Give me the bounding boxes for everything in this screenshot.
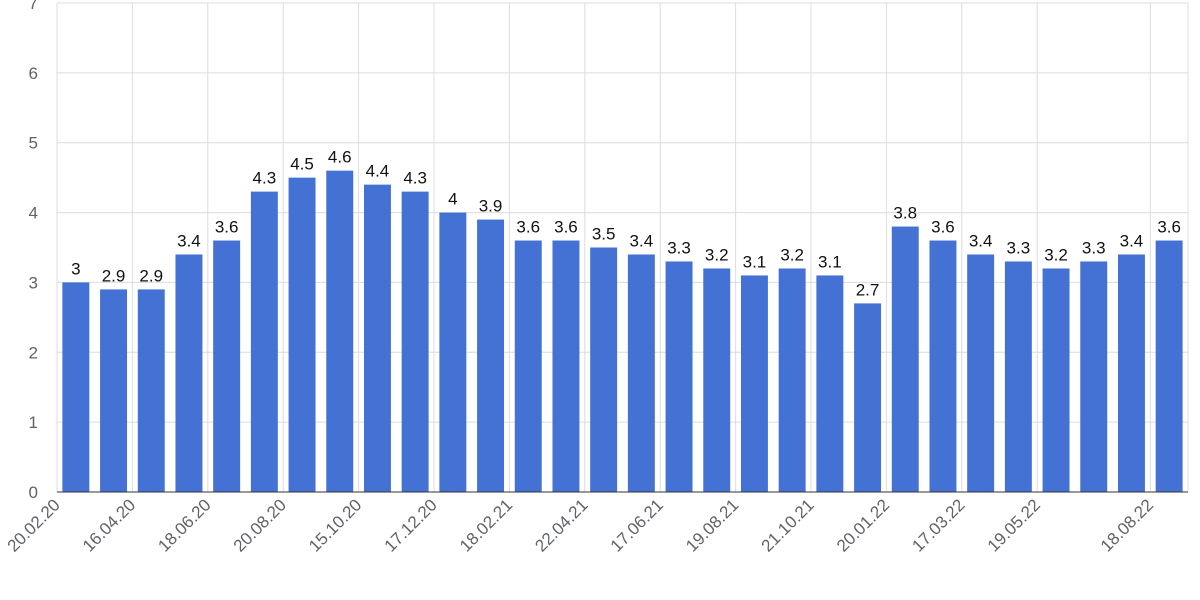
bar — [1155, 240, 1183, 492]
bar — [288, 177, 316, 492]
x-tick-label: 19.05.22 — [984, 495, 1044, 555]
data-label: 4.3 — [253, 169, 277, 188]
x-axis-ticks: 20.02.20 16.04.20 18.06.20 20.08.20 15.10.20… — [4, 495, 1158, 555]
bar — [740, 275, 768, 492]
data-label: 3.8 — [893, 204, 917, 223]
x-tick-label: 21.10.21 — [758, 495, 818, 555]
bar — [552, 240, 580, 492]
bar — [703, 268, 731, 492]
data-label: 3.6 — [931, 218, 955, 237]
data-label: 3.3 — [1007, 238, 1031, 257]
data-label: 3.5 — [592, 225, 616, 244]
data-label: 4.4 — [366, 162, 390, 181]
bar — [891, 226, 919, 493]
data-label: 3.4 — [969, 231, 993, 250]
bar — [477, 219, 505, 493]
data-label: 3.1 — [743, 252, 767, 271]
data-label: 3.6 — [1157, 218, 1181, 237]
x-tick-label: 15.10.20 — [305, 495, 365, 555]
bar — [627, 254, 655, 492]
data-label: 2.7 — [856, 280, 880, 299]
data-label: 3.4 — [630, 231, 654, 250]
data-label: 3.3 — [667, 238, 691, 257]
data-label: 3.6 — [215, 218, 239, 237]
data-labels-layer: 3 2.9 2.9 3.4 3.6 4.3 4.5 4.6 4.4 4.3 4 3.9 3.6 3.6 3.… — [71, 148, 1181, 300]
data-label: 3.4 — [177, 231, 201, 250]
x-tick-label: 20.02.20 — [4, 495, 64, 555]
bar — [1117, 254, 1145, 492]
x-tick-label: 18.02.21 — [456, 495, 516, 555]
x-tick-label: 19.08.21 — [682, 495, 742, 555]
bar — [854, 303, 882, 492]
bar — [137, 289, 165, 492]
x-tick-label: 16.04.20 — [79, 495, 139, 555]
bar — [175, 254, 203, 492]
y-tick-label: 3 — [29, 273, 38, 292]
bar — [665, 261, 693, 492]
x-tick-label: 20.01.22 — [833, 495, 893, 555]
data-label: 4.5 — [290, 155, 314, 174]
bar — [929, 240, 957, 492]
bar — [213, 240, 241, 492]
data-label: 3.6 — [554, 218, 578, 237]
y-tick-label: 0 — [29, 483, 38, 502]
x-tick-label: 18.06.20 — [154, 495, 214, 555]
bar — [439, 212, 467, 493]
bar — [363, 184, 391, 492]
data-label: 3.4 — [1120, 231, 1144, 250]
data-label: 4.3 — [403, 169, 427, 188]
data-label: 3.1 — [818, 252, 842, 271]
bar — [816, 275, 844, 492]
data-label: 2.9 — [139, 266, 163, 285]
data-label: 3.2 — [1044, 245, 1068, 264]
bar — [514, 240, 542, 492]
y-axis-ticks: 0 1 2 3 4 5 6 7 — [29, 0, 38, 502]
x-tick-label: 17.06.21 — [607, 495, 667, 555]
x-tick-label: 22.04.21 — [531, 495, 591, 555]
bar — [326, 170, 354, 492]
bar — [590, 247, 618, 492]
x-tick-label: 20.08.20 — [230, 495, 290, 555]
bar — [62, 282, 90, 492]
y-tick-label: 5 — [29, 134, 38, 153]
y-tick-label: 2 — [29, 343, 38, 362]
bars-layer — [62, 170, 1183, 493]
data-label: 3.3 — [1082, 238, 1106, 257]
data-label: 3.2 — [705, 245, 729, 264]
data-label: 3 — [71, 259, 80, 278]
bar — [967, 254, 995, 492]
bar — [778, 268, 806, 492]
y-tick-label: 7 — [29, 0, 38, 13]
data-label: 4 — [448, 190, 457, 209]
data-label: 4.6 — [328, 148, 352, 167]
bar — [1004, 261, 1032, 492]
bar — [250, 191, 278, 492]
grid-layer — [56, 2, 1189, 493]
bar — [401, 191, 429, 492]
data-label: 2.9 — [102, 266, 126, 285]
y-tick-label: 4 — [29, 204, 38, 223]
x-tick-label: 17.03.22 — [908, 495, 968, 555]
x-tick-label: 17.12.20 — [381, 495, 441, 555]
bar — [1080, 261, 1108, 492]
data-label: 3.6 — [516, 218, 540, 237]
bar — [100, 289, 128, 492]
bar — [1042, 268, 1070, 492]
data-label: 3.2 — [780, 245, 804, 264]
data-label: 3.9 — [479, 197, 503, 216]
y-tick-label: 1 — [29, 413, 38, 432]
y-tick-label: 6 — [29, 64, 38, 83]
x-tick-label: 18.08.22 — [1097, 495, 1157, 555]
